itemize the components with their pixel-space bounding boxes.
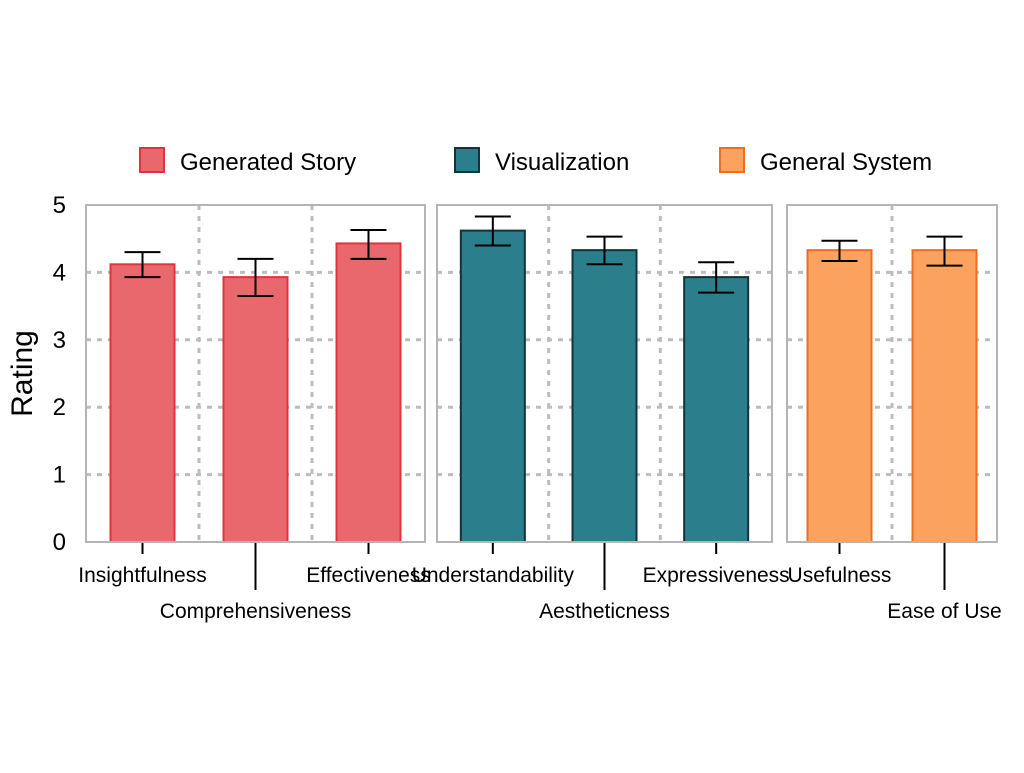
bar-ease-of-use xyxy=(911,249,978,544)
bar-insightfulness xyxy=(109,263,176,543)
y-tick-label-0: 0 xyxy=(53,529,66,556)
legend-swatch-visualization xyxy=(454,147,480,173)
bar-expressiveness xyxy=(683,276,750,543)
y-tick-label-5: 5 xyxy=(53,192,66,219)
x-tick-label-comprehensiveness: Comprehensiveness xyxy=(160,600,351,623)
y-tick-label-4: 4 xyxy=(53,259,66,286)
x-tick-label-understandability: Understandability xyxy=(412,564,575,587)
y-tick-label-2: 2 xyxy=(53,394,66,421)
bar-effectiveness xyxy=(335,242,402,543)
y-axis-label: Rating xyxy=(6,330,39,417)
x-tick-label-usefulness: Usefulness xyxy=(788,564,892,587)
legend-label-visualization: Visualization xyxy=(495,149,629,176)
x-tick-label-insightfulness: Insightfulness xyxy=(78,564,206,587)
y-tick-label-1: 1 xyxy=(53,462,66,489)
x-tick-label-effectiveness: Effectiveness xyxy=(306,564,431,587)
legend-label-generated-story: Generated Story xyxy=(180,149,356,176)
y-tick-label-3: 3 xyxy=(53,327,66,354)
legend-label-general-system: General System xyxy=(760,149,932,176)
x-tick-label-aestheticness: Aestheticness xyxy=(539,600,670,623)
x-tick-label-ease-of-use: Ease of Use xyxy=(887,600,1001,623)
panel-frame-generated-story xyxy=(85,204,426,543)
legend-swatch-general-system xyxy=(719,147,745,173)
bar-aestheticness xyxy=(571,249,638,544)
bar-usefulness xyxy=(806,249,873,544)
bar-comprehensiveness xyxy=(222,276,289,543)
bar-understandability xyxy=(459,229,526,543)
panel-frame-visualization xyxy=(436,204,773,543)
x-tick-label-expressiveness: Expressiveness xyxy=(643,564,790,587)
legend-swatch-generated-story xyxy=(139,147,165,173)
panel-frame-general-system xyxy=(786,204,998,543)
